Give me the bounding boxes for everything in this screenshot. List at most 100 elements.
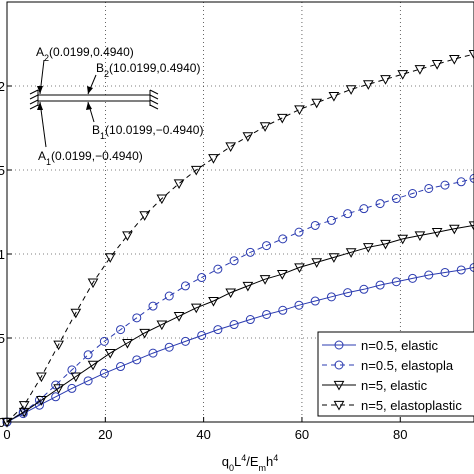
series-2 [2,173,474,427]
series-group [1,49,474,428]
data-point [424,270,434,280]
data-point [424,183,434,193]
arrow-b2 [87,86,93,94]
data-point [259,275,271,285]
data-point [83,376,93,386]
data-point [262,241,272,251]
data-point [328,91,340,102]
series-4 [1,49,474,428]
x-tick-label: 60 [295,427,309,442]
data-point [431,228,443,238]
data-point [391,277,401,287]
data-point [408,189,418,199]
x-tick-label: 80 [393,427,407,442]
data-point [448,224,460,235]
data-point [294,105,305,116]
data-point [36,372,47,383]
data-point [468,221,474,231]
data-point [448,55,460,65]
data-point [359,204,369,214]
data-point [36,396,47,406]
data-point [440,180,450,190]
data-point [148,348,158,358]
data-point [380,75,391,85]
data-point [164,291,174,301]
data-point [190,165,202,176]
data-point [104,253,116,263]
data-point [259,122,271,132]
beam [37,94,151,102]
data-point [156,320,168,331]
data-point [345,248,357,258]
data-point [345,85,357,95]
legend-swatch-marker [333,380,345,391]
data-point [310,296,320,306]
legend-label: n=0.5, elastopla [361,358,454,373]
legend: n=0.5, elastic n=0.5, elastopla n=5, elast… [317,331,474,417]
data-point [310,220,320,230]
data-point [397,70,409,80]
data-point [469,173,474,183]
legend-label: n=0.5, elastic [361,338,438,353]
data-point [104,349,116,359]
data-point [70,308,82,319]
right-clamp [149,89,159,110]
data-point [53,340,64,351]
data-point [326,292,336,302]
data-point [362,243,374,253]
data-point [294,227,304,237]
data-point [197,330,207,340]
data-point [294,300,304,310]
data-point [278,234,288,244]
data-point [122,338,133,349]
axes-frame [6,1,474,423]
data-point [408,273,418,283]
series-3 [1,221,474,428]
legend-swatch-marker [334,340,344,350]
data-point [173,179,185,189]
data-point [197,273,207,283]
series-line [6,266,474,423]
data-point [53,384,64,394]
x-tick-label: 20 [98,427,112,442]
data-point [375,199,385,209]
data-point [213,264,223,274]
data-point [311,98,323,109]
data-point [164,342,174,352]
data-point [51,392,61,402]
data-point [242,132,254,142]
data-point [456,177,466,187]
data-point [225,288,237,299]
legend-label: n=5, elastic [361,378,428,393]
data-point [180,281,190,291]
data-point [245,315,255,325]
data-point [229,256,239,266]
data-point [225,142,237,153]
data-point [468,49,474,60]
data-point [148,301,158,311]
y-tick-label: 1 [0,247,5,262]
annotation-a1: A1(0.0199,−0.4940) [38,149,143,167]
data-point [375,280,385,290]
ticks-group: 0 20 40 60 80 0 0.5 1 1.5 2 [0,79,407,442]
series-1 [2,262,474,427]
annotation-a2: A2(0.0199,0.4940) [36,45,134,63]
data-point [440,267,450,277]
data-point [278,305,288,315]
data-point [391,194,401,204]
data-point [87,278,99,289]
data-point [229,320,239,330]
data-point [343,288,353,298]
data-point [18,407,30,418]
data-point [116,362,126,372]
data-point [245,247,255,257]
data-point [414,65,426,75]
data-point [139,328,150,339]
data-point [116,325,126,335]
data-point [380,239,391,250]
annotation-b1: B1(10.0199,−0.4940) [92,123,203,141]
y-tick-label: 0 [0,415,5,430]
legend-box [317,331,474,417]
data-point [208,154,219,164]
data-point [132,355,142,365]
